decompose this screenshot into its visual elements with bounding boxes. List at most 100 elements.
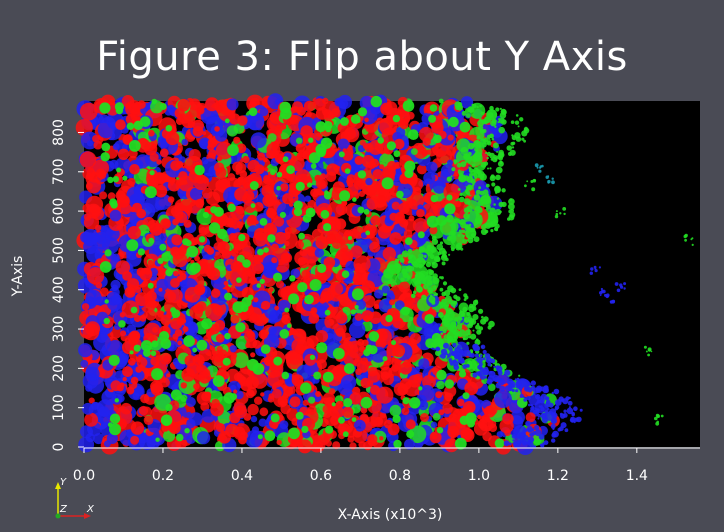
texture-blob [136,208,146,219]
texture-blob [216,155,223,162]
texture-blob [521,130,528,137]
texture-blob [407,260,411,264]
texture-blob [398,281,411,293]
texture-blob [304,353,317,366]
texture-blob [524,184,527,188]
texture-blob [159,103,167,110]
texture-blob [389,299,396,306]
texture-blob [398,202,410,214]
texture-blob [486,156,489,160]
texture-blob [418,246,426,253]
texture-blob [532,409,538,415]
texture-blob [351,403,361,414]
texture-blob [458,310,465,318]
texture-blob [350,309,356,315]
texture-blob [442,250,447,256]
texture-blob [170,389,182,401]
texture-blob [140,340,153,352]
texture-blob [406,275,411,279]
texture-blob [266,207,277,219]
texture-blob [92,135,100,143]
texture-blob [314,248,325,258]
texture-blob [539,165,543,168]
texture-blob [374,289,384,299]
texture-blob [534,429,542,437]
texture-blob [691,243,694,246]
texture-blob [472,329,475,332]
texture-blob [363,208,370,215]
texture-blob [160,218,171,230]
texture-blob [656,420,659,424]
texture-blob [488,320,495,328]
texture-blob [130,435,140,445]
texture-blob [504,369,511,376]
texture-blob [453,300,458,305]
texture-blob [289,275,296,282]
texture-blob [526,396,531,401]
texture-blob [436,215,447,227]
texture-blob [425,261,432,268]
texture-blob [170,307,177,314]
texture-blob [135,366,142,373]
texture-blob [139,315,147,322]
texture-blob [414,274,419,278]
texture-blob [404,160,416,172]
texture-blob [237,115,248,126]
texture-blob [357,170,367,179]
texture-blob [482,349,487,355]
texture-blob [217,349,228,360]
texture-blob [114,102,124,112]
texture-blob [298,257,310,269]
texture-blob [171,384,178,391]
texture-blob [518,374,521,377]
texture-blob [382,356,388,362]
texture-blob [453,364,456,367]
texture-blob [147,259,154,266]
texture-blob [239,170,248,179]
texture-blob [356,356,363,363]
texture-blob [217,176,231,189]
texture-blob [489,105,494,111]
texture-blob [409,397,421,409]
texture-blob [430,342,436,348]
texture-blob [284,240,290,247]
texture-blob [291,374,304,387]
texture-blob [83,214,100,230]
texture-blob [308,152,321,164]
texture-blob [494,438,505,449]
texture-blob [483,316,489,322]
texture-blob [149,170,155,176]
texture-blob [304,195,311,202]
texture-blob [241,270,256,284]
texture-blob [436,369,447,381]
texture-blob [353,178,365,190]
texture-blob [201,318,213,330]
texture-blob [476,135,481,140]
texture-blob [197,431,211,445]
texture-blob [444,438,459,453]
texture-blob [401,268,408,275]
x-axis-title: X-Axis (x10^3) [338,507,443,523]
texture-blob [350,245,363,258]
texture-blob [459,121,471,133]
texture-blob [457,234,461,237]
texture-blob [411,199,416,204]
texture-blob [446,194,453,201]
texture-blob [276,439,282,446]
texture-blob [270,169,276,176]
texture-blob [180,344,186,350]
texture-blob [300,125,313,138]
texture-blob [433,338,441,345]
texture-blob [480,354,483,357]
texture-blob [516,377,520,381]
texture-blob [387,160,397,171]
texture-blob [440,348,448,355]
texture-blob [403,258,410,265]
triad-x-label: X [86,504,95,515]
texture-blob [195,198,205,208]
texture-blob [210,303,216,309]
texture-blob [612,299,616,303]
texture-blob [289,115,299,125]
texture-blob [229,412,241,424]
texture-blob [466,341,470,345]
